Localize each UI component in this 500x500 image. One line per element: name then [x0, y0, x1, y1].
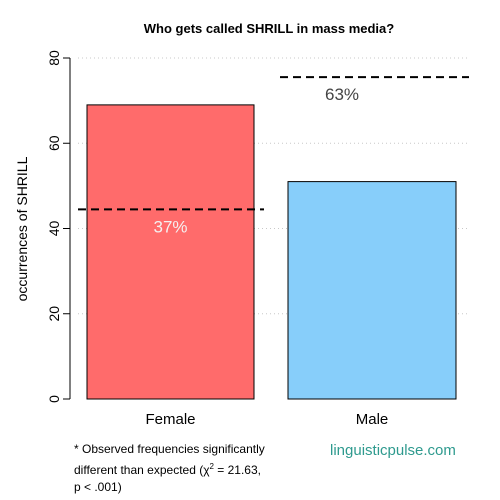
x-axis-labels: Female Male	[145, 411, 388, 428]
y-tick-label: 0	[46, 395, 62, 403]
y-tick-label: 80	[46, 50, 62, 66]
y-tick-label: 60	[46, 135, 62, 151]
y-tick-label: 40	[46, 221, 62, 237]
footnote-line-3: p < .001)	[74, 480, 122, 494]
source-credit: linguisticpulse.com	[330, 442, 456, 459]
expected-percent-label: 63%	[325, 85, 359, 104]
x-tick-label-male: Male	[356, 411, 389, 428]
x-tick-label-female: Female	[145, 411, 195, 428]
footnote-line-1: * Observed frequencies significantly	[74, 442, 265, 456]
bar-male	[287, 181, 457, 400]
bars	[86, 104, 457, 400]
footnote-line-2-prefix: different than expected (χ	[74, 463, 210, 477]
y-axis: 0 20 40 60 80	[46, 50, 71, 403]
y-tick-label: 20	[46, 306, 62, 322]
grid-lines	[78, 57, 470, 315]
footnote-line-2-suffix: = 21.63,	[213, 463, 261, 477]
expected-lines: 37% 63%	[78, 76, 469, 236]
y-axis-label: occurrences of SHRILL	[14, 156, 30, 301]
footnote-line-2-sup: 2	[209, 462, 214, 471]
footnote: * Observed frequencies significantly dif…	[74, 441, 314, 496]
bar-female	[86, 104, 255, 400]
expected-percent-label: 37%	[153, 217, 187, 236]
chart-title: Who gets called SHRILL in mass media?	[143, 21, 395, 36]
